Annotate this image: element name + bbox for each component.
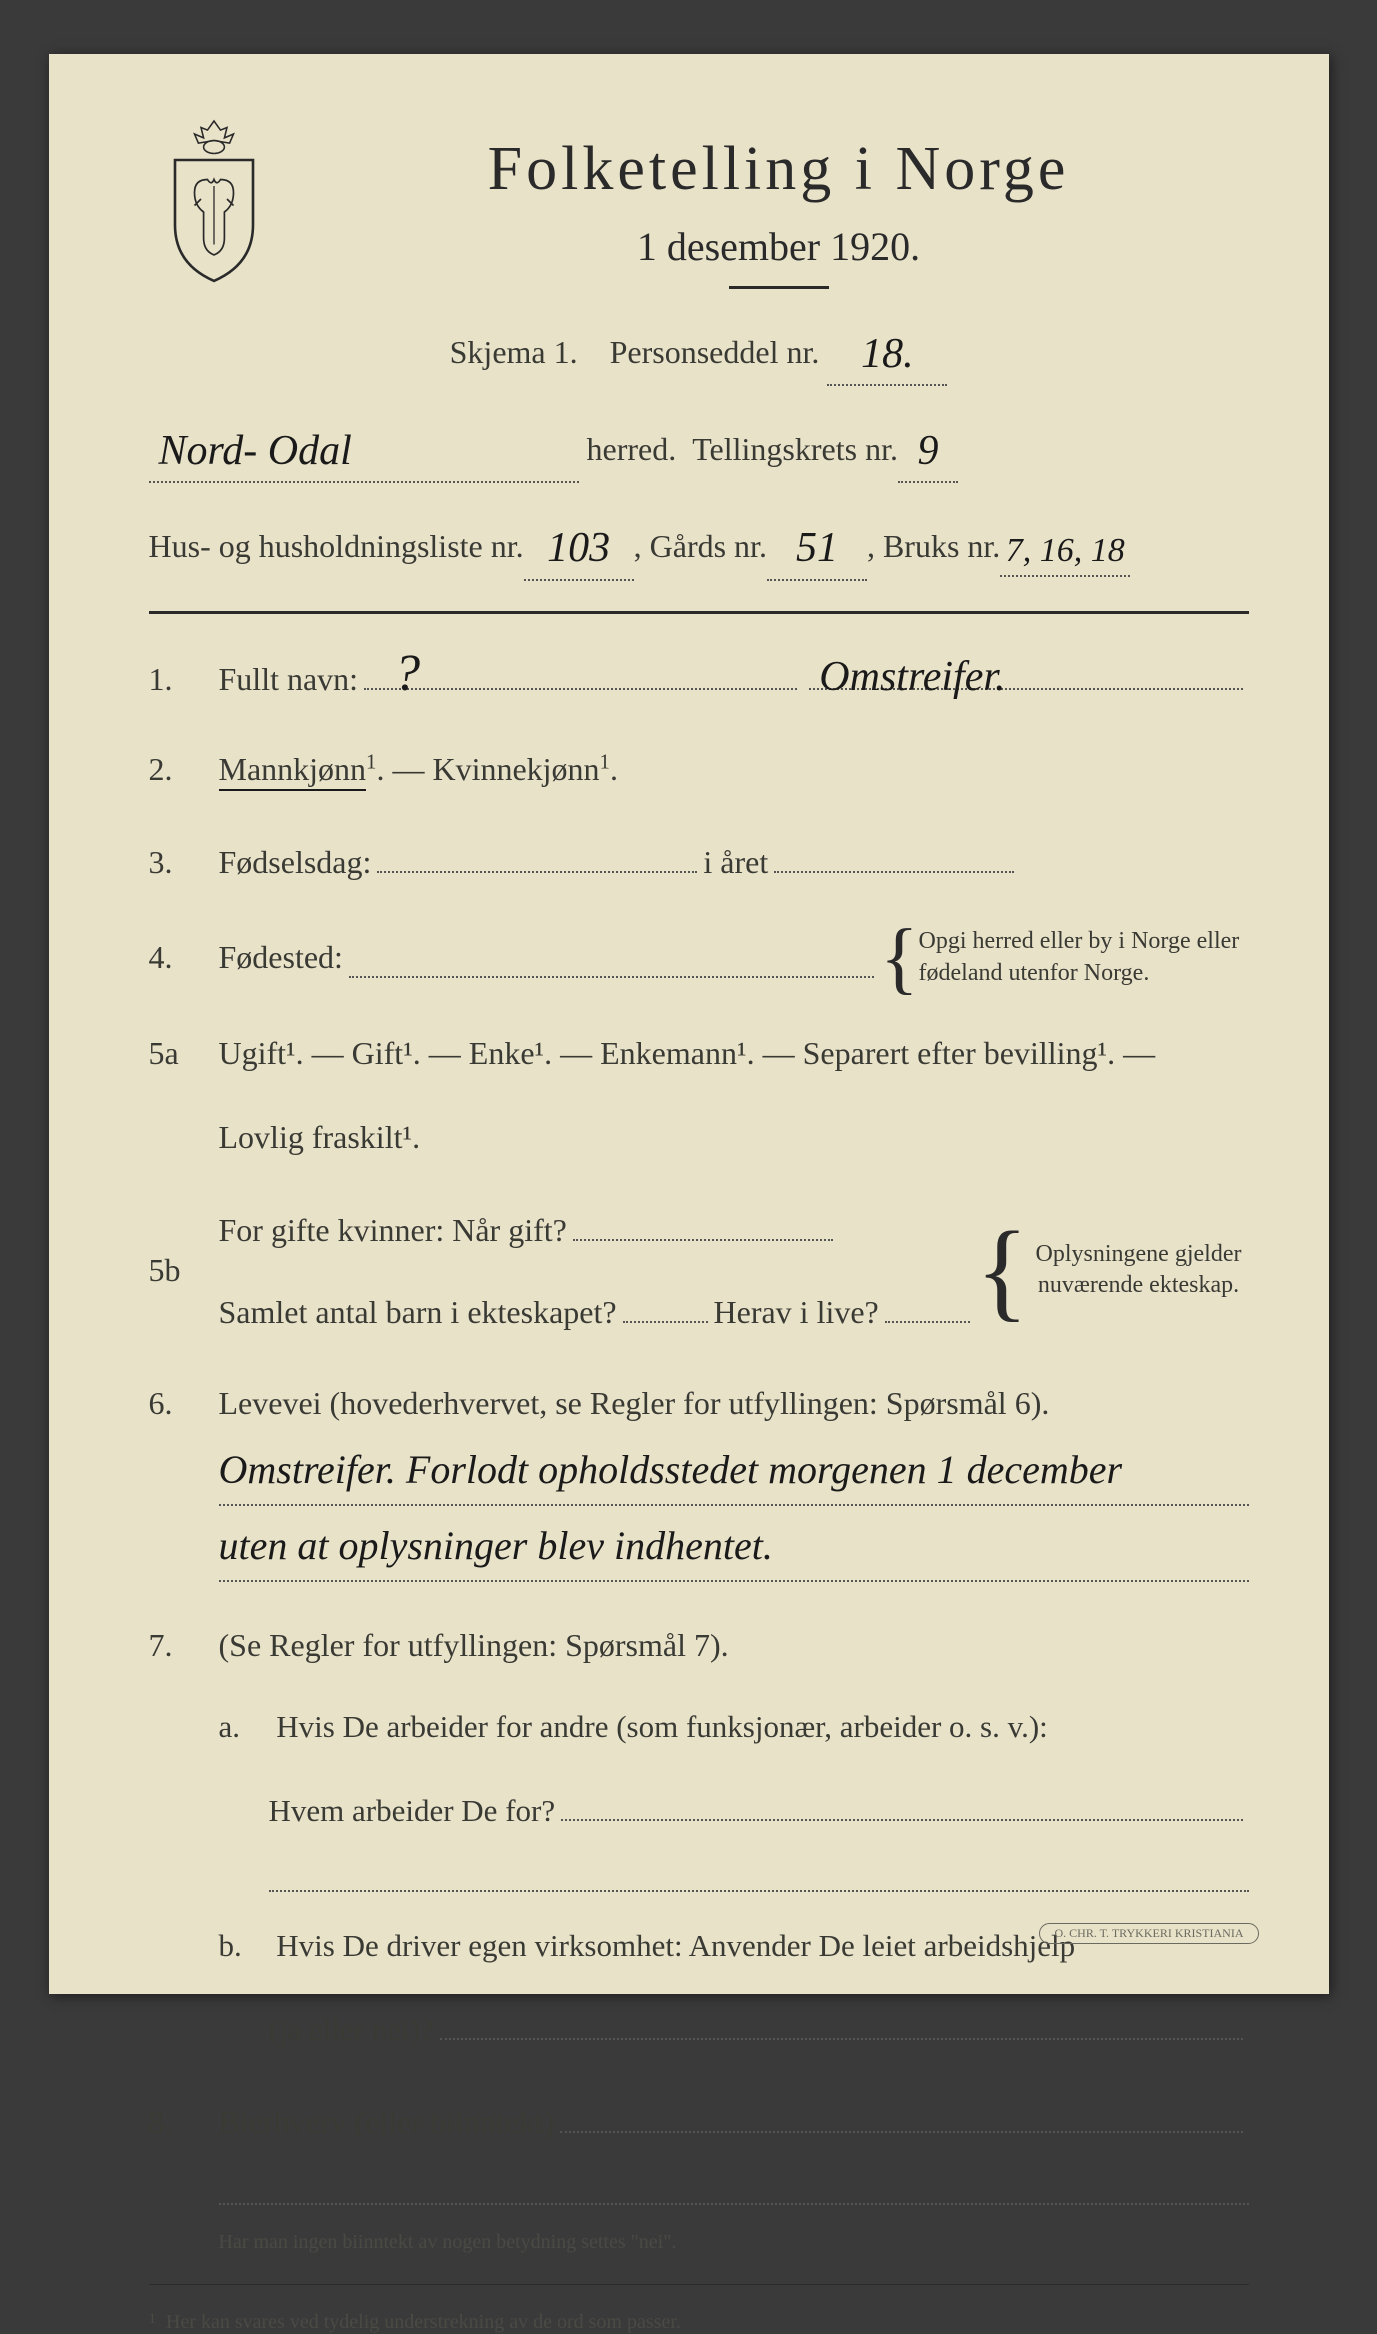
- q5a-num: 5a: [149, 1035, 219, 1072]
- title-underline: [729, 286, 829, 289]
- coat-of-arms-icon: [149, 114, 279, 284]
- skjema-line: Skjema 1. Personseddel nr. 18.: [149, 317, 1249, 386]
- q8-blank-line: [219, 2184, 1249, 2205]
- footnote-2: 1 Her kan svares ved tydelig understrekn…: [149, 2311, 1249, 2334]
- gards-value: 51: [796, 525, 838, 571]
- q5b-l1a: For gifte kvinner: Når gift?: [219, 1203, 567, 1257]
- q7a-text: Hvis De arbeider for andre (som funksjon…: [276, 1709, 1048, 1744]
- q2-row: 2. Mannkjønn1. — Kvinnekjønn1.: [149, 742, 1249, 796]
- q7b-letter: b.: [219, 1920, 269, 1973]
- q6-num: 6.: [149, 1385, 219, 1422]
- gards-label: Gårds nr.: [650, 521, 767, 572]
- q1-row: 1. Fullt navn: ? Omstreifer.: [149, 650, 1249, 707]
- tellingskrets-value: 9: [917, 428, 938, 474]
- herred-value: Nord- Odal: [159, 428, 352, 474]
- tellingskrets-label: Tellingskrets nr.: [692, 424, 898, 475]
- q6-answer-line1: Omstreifer. Forlodt opholdsstedet morgen…: [219, 1440, 1249, 1506]
- q8-num: 8.: [149, 2104, 219, 2141]
- q8-label: Bierhverv (eller biinntekt): [219, 2095, 555, 2149]
- herred-label: herred.: [587, 424, 677, 475]
- q7-label: (Se Regler for utfyllingen: Spørsmål 7).: [219, 1627, 729, 1663]
- q5a-row: 5a Ugift¹. — Gift¹. — Enke¹. — Enkemann¹…: [149, 1026, 1249, 1165]
- footnote-2-text: Her kan svares ved tydelig understreknin…: [166, 2311, 681, 2333]
- q7-row: 7. (Se Regler for utfyllingen: Spørsmål …: [149, 1618, 1249, 1672]
- q7a-row: a. Hvis De arbeider for andre (som funks…: [219, 1701, 1249, 1838]
- husliste-value: 103: [547, 525, 610, 571]
- q7-num: 7.: [149, 1627, 219, 1664]
- husliste-line: Hus- og husholdningsliste nr. 103 , Gård…: [149, 511, 1249, 580]
- brace-icon: {: [976, 1226, 1029, 1314]
- title-block: Folketelling i Norge 1 desember 1920.: [309, 114, 1249, 289]
- q3-label: Fødselsdag:: [219, 835, 372, 889]
- census-form-page: Folketelling i Norge 1 desember 1920. Sk…: [49, 54, 1329, 1994]
- q5a-opts2: Lovlig fraskilt¹.: [219, 1110, 1249, 1164]
- q7b-text2: (ja eller nei)?: [269, 2004, 434, 2057]
- q2-opt1: Mannkjønn: [219, 751, 367, 791]
- q5b-l2a: Samlet antal barn i ekteskapet?: [219, 1285, 617, 1339]
- brace-icon: {: [880, 926, 918, 990]
- q7a-blank-line: [269, 1871, 1249, 1892]
- herred-line: Nord- Odal herred. Tellingskrets nr. 9: [149, 414, 1249, 483]
- q3-mid: i året: [703, 835, 768, 889]
- q4-label: Fødested:: [219, 930, 343, 984]
- q5b-note: Oplysningene gjelder nuværende ekteskap.: [1029, 1239, 1249, 1301]
- personseddel-label: Personseddel nr.: [610, 334, 820, 370]
- footnote-2-num: 1: [149, 2311, 157, 2327]
- q1-num: 1.: [149, 661, 219, 698]
- q2-opt2: Kvinnekjønn: [432, 751, 599, 787]
- q6-label: Levevei (hovederhvervet, se Regler for u…: [219, 1385, 1050, 1421]
- q3-row: 3. Fødselsdag: i året: [149, 833, 1249, 890]
- personseddel-value: 18.: [861, 331, 914, 377]
- q8-row: 8. Bierhverv (eller biinntekt): [149, 2093, 1249, 2150]
- q7a-text2: Hvem arbeider De for?: [269, 1785, 556, 1838]
- q3-num: 3.: [149, 844, 219, 881]
- main-title: Folketelling i Norge: [309, 134, 1249, 205]
- q4-row: 4. Fødested: { Opgi herred eller by i No…: [149, 926, 1249, 990]
- q7b-text: Hvis De driver egen virksomhet: Anvender…: [276, 1928, 1075, 1963]
- q7a-letter: a.: [219, 1701, 269, 1754]
- q5b-l2b: Herav i live?: [714, 1285, 879, 1339]
- q6-row: 6. Levevei (hovederhvervet, se Regler fo…: [149, 1376, 1249, 1430]
- bruks-value: 7, 16, 18: [1006, 532, 1125, 569]
- q1-value2: Omstreifer.: [819, 642, 1005, 713]
- footnote-1: Har man ingen biinntekt av nogen betydni…: [219, 2231, 1249, 2254]
- skjema-label: Skjema 1.: [450, 334, 578, 370]
- q5b-row: 5b For gifte kvinner: Når gift? Samlet a…: [149, 1200, 1249, 1340]
- divider-thick: [149, 611, 1249, 614]
- q4-num: 4.: [149, 939, 219, 976]
- q2-sup1: 1: [366, 751, 376, 774]
- q5a-opts: Ugift¹. — Gift¹. — Enke¹. — Enkemann¹. —…: [219, 1026, 1249, 1080]
- q1-label: Fullt navn:: [219, 652, 359, 706]
- q1-value1: ?: [394, 630, 420, 718]
- subtitle-date: 1 desember 1920.: [309, 223, 1249, 270]
- divider-thin: [149, 2284, 1249, 2285]
- bruks-label: Bruks nr.: [883, 521, 1000, 572]
- q6-answer-line2: uten at oplysninger blev indhentet.: [219, 1516, 1249, 1582]
- q5b-num: 5b: [149, 1252, 219, 1289]
- q2-sup2: 1: [600, 751, 610, 774]
- header: Folketelling i Norge 1 desember 1920.: [149, 114, 1249, 289]
- printer-stamp: O. CHR. T. TRYKKERI KRISTIANIA: [1039, 1923, 1258, 1944]
- husliste-label: Hus- og husholdningsliste nr.: [149, 521, 524, 572]
- q2-num: 2.: [149, 751, 219, 788]
- q4-note: Opgi herred eller by i Norge eller fødel…: [919, 926, 1249, 988]
